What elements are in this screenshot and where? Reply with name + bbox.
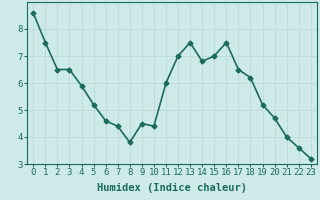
X-axis label: Humidex (Indice chaleur): Humidex (Indice chaleur) xyxy=(97,183,247,193)
